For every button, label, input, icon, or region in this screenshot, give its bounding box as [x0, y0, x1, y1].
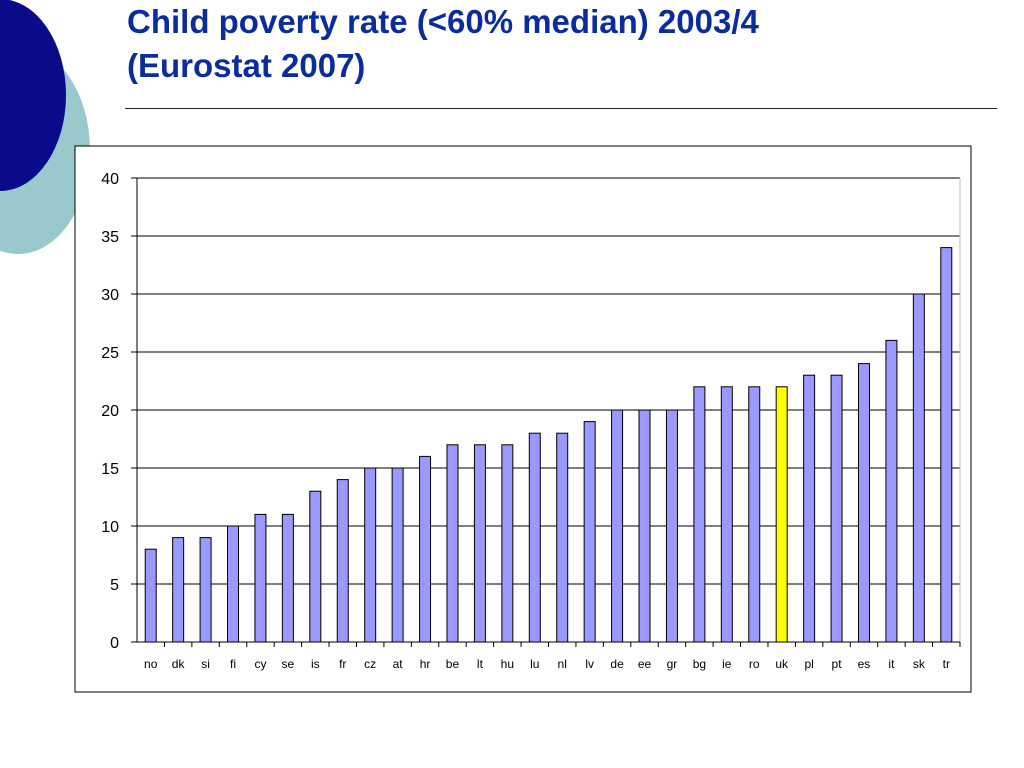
title-line-1: Child poverty rate (<60% median) 2003/4 — [127, 3, 759, 40]
axes — [131, 177, 961, 647]
x-tick-label-is: is — [311, 657, 320, 671]
bar-se — [281, 513, 294, 643]
x-tick-label-lt: lt — [477, 657, 484, 671]
bar-hu — [501, 444, 514, 643]
bar-lv — [583, 421, 596, 643]
x-tick-label-lv: lv — [585, 657, 594, 671]
x-tick-label-be: be — [446, 657, 460, 671]
bar-at — [391, 467, 404, 643]
x-tick-label-hu: hu — [501, 657, 514, 671]
page-title: Child poverty rate (<60% median) 2003/4 … — [127, 0, 1007, 88]
x-tick-label-it: it — [888, 657, 895, 671]
bar-uk — [775, 386, 788, 643]
x-tick-label-gr: gr — [667, 657, 678, 671]
y-tick-label: 0 — [110, 635, 119, 652]
bar-gr — [665, 409, 678, 643]
dark-circle-decoration — [0, 0, 66, 191]
x-tick-label-es: es — [858, 657, 871, 671]
bar-dk — [172, 537, 185, 643]
x-tick-label-no: no — [144, 657, 158, 671]
x-tick-label-tr: tr — [943, 657, 950, 671]
bar-lu — [528, 432, 541, 643]
y-tick-label: 15 — [101, 461, 119, 478]
bar-cz — [364, 467, 377, 643]
bar-it — [885, 339, 898, 643]
y-tick-labels: 0 5 10 15 20 25 30 35 40 — [101, 171, 119, 652]
bar-hr — [419, 455, 432, 643]
gridlines — [137, 177, 960, 585]
title-line-2: (Eurostat 2007) — [127, 47, 366, 84]
x-tick-label-hr: hr — [420, 657, 431, 671]
y-tick-label: 10 — [101, 519, 119, 536]
y-tick-label: 25 — [101, 345, 119, 362]
x-tick-label-nl: nl — [558, 657, 567, 671]
bar-sk — [912, 293, 925, 643]
bar-ee — [638, 409, 651, 643]
chart-frame — [74, 145, 972, 693]
x-tick-label-uk: uk — [775, 657, 789, 671]
bar-nl — [556, 432, 569, 643]
bar-es — [857, 363, 870, 643]
x-tick-label-se: se — [282, 657, 295, 671]
x-tick-label-dk: dk — [172, 657, 186, 671]
y-tick-label: 40 — [101, 171, 119, 188]
x-tick-label-fi: fi — [230, 657, 236, 671]
bar-lt — [473, 444, 486, 643]
bar-cy — [254, 513, 267, 643]
x-tick-label-pl: pl — [804, 657, 813, 671]
x-tick-label-cy: cy — [254, 657, 266, 671]
bar-be — [446, 444, 459, 643]
bar-bg — [693, 386, 706, 643]
x-tick-label-si: si — [201, 657, 210, 671]
bar-fr — [336, 479, 349, 643]
x-tick-label-fr: fr — [339, 657, 346, 671]
x-tick-label-de: de — [610, 657, 624, 671]
bar-pl — [803, 374, 816, 643]
x-tick-label-ie: ie — [722, 657, 732, 671]
bar-ie — [720, 386, 733, 643]
bars — [144, 247, 953, 643]
x-tick-labels: no dk si fi cy se is fr cz at hr be lt hu lu nl lv de ee gr… — [144, 657, 950, 671]
x-tick-label-bg: bg — [693, 657, 706, 671]
bar-tr — [940, 247, 953, 643]
decorative-circles — [0, 0, 90, 254]
bar-de — [611, 409, 624, 643]
y-tick-label: 30 — [101, 287, 119, 304]
bar-is — [309, 490, 322, 643]
bar-ro — [748, 386, 761, 643]
bar-no — [144, 548, 157, 643]
x-tick-label-at: at — [393, 657, 404, 671]
bar-pt — [830, 374, 843, 643]
y-tick-label: 20 — [101, 403, 119, 420]
bar-si — [199, 537, 212, 643]
x-tick-label-cz: cz — [364, 657, 376, 671]
y-tick-label: 35 — [101, 229, 119, 246]
x-tick-label-lu: lu — [530, 657, 539, 671]
x-tick-label-sk: sk — [913, 657, 926, 671]
x-tick-label-ee: ee — [638, 657, 652, 671]
x-tick-label-pt: pt — [832, 657, 843, 671]
x-tick-label-ro: ro — [749, 657, 760, 671]
bar-fi — [227, 525, 240, 643]
title-underline — [125, 108, 997, 109]
y-tick-label: 5 — [110, 577, 119, 594]
